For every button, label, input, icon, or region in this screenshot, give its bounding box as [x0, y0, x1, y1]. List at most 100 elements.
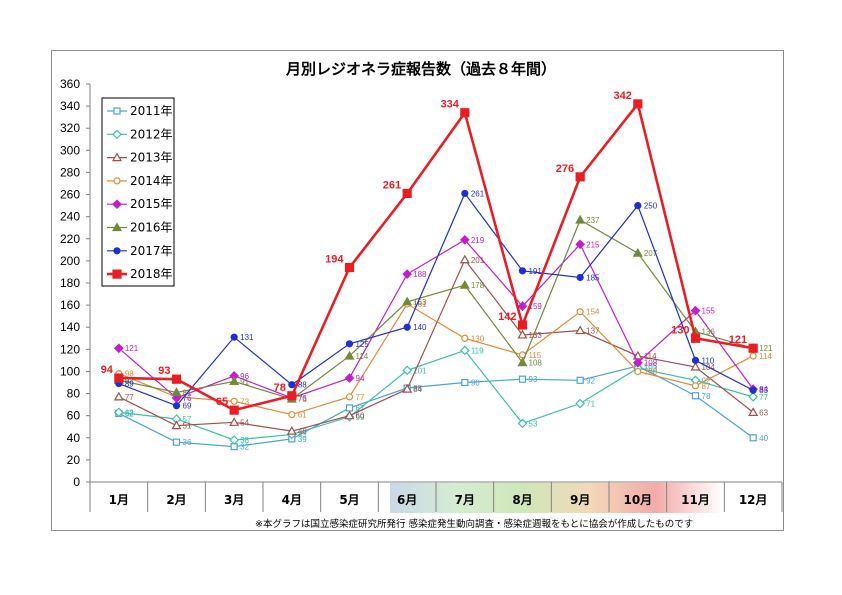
legend-box — [101, 97, 175, 287]
series-1: 63 57 38 43 59 101 119 53 71 103 92 77 — [113, 345, 769, 445]
data-label: 94 — [356, 374, 365, 383]
footnote: ※本グラフは国立感染症研究所発行 感染症発生動向調査・感染症週報をもとに協会が作… — [255, 519, 694, 530]
y-tick-label: 100 — [60, 364, 80, 378]
data-point-marker — [113, 107, 121, 115]
x-tick-label: 1月 — [109, 493, 129, 507]
data-point-marker — [517, 301, 528, 312]
data-label: 73 — [240, 397, 249, 406]
series-line — [118, 258, 754, 432]
data-point-marker — [402, 296, 413, 306]
data-label: 125 — [356, 340, 370, 349]
legend-entry: 2018年 — [107, 267, 173, 281]
y-tick-label: 40 — [67, 431, 81, 445]
data-label: 63 — [759, 408, 768, 417]
data-point-marker — [634, 367, 642, 376]
data-label: 53 — [529, 419, 538, 428]
x-tick-label: 3月 — [224, 493, 244, 507]
data-label: 84 — [413, 385, 422, 394]
legend-label: 2015年 — [130, 197, 173, 211]
legend-label: 2011年 — [130, 104, 173, 118]
y-tick-label: 340 — [60, 99, 80, 113]
data-point-marker — [229, 435, 240, 445]
data-label: 121 — [729, 334, 747, 346]
data-label: 207 — [644, 249, 658, 258]
data-label: 161 — [413, 300, 427, 309]
series-line — [118, 349, 754, 441]
data-label: 342 — [613, 90, 631, 102]
x-tick-label: 10月 — [623, 493, 652, 507]
data-point-marker — [690, 305, 701, 316]
data-point-marker — [575, 214, 586, 224]
data-label: 261 — [471, 189, 485, 198]
legend-entry: 2017年 — [107, 244, 173, 258]
data-label: 92 — [125, 376, 134, 385]
data-point-marker — [402, 383, 413, 393]
series-line — [118, 101, 754, 412]
data-point-marker — [230, 333, 238, 341]
data-label: 77 — [356, 393, 365, 402]
data-point-marker — [112, 199, 122, 210]
data-label: 103 — [644, 364, 658, 373]
data-label: 159 — [529, 302, 543, 311]
y-tick-label: 220 — [60, 232, 80, 246]
data-label: 121 — [759, 344, 773, 353]
data-point-marker — [288, 410, 296, 419]
data-point-marker — [113, 177, 121, 185]
data-label: 142 — [498, 311, 516, 323]
data-label: 100 — [644, 367, 658, 376]
data-label: 114 — [644, 352, 657, 361]
data-label: 250 — [644, 202, 658, 211]
legend-label: 2012年 — [130, 127, 173, 141]
data-label: 32 — [240, 443, 249, 452]
data-point-marker — [575, 398, 586, 409]
y-tick-label: 300 — [60, 143, 80, 157]
data-label: 93 — [529, 375, 538, 384]
y-tick-label: 80 — [67, 387, 81, 401]
data-point-marker — [748, 407, 759, 416]
series-7: 94 93 65 78 194 261 334 142 276 342 130 121 — [101, 90, 758, 415]
data-label: 215 — [586, 240, 600, 249]
data-label: 77 — [125, 393, 134, 402]
data-point-marker — [113, 247, 121, 255]
data-label: 110 — [702, 356, 715, 365]
data-label: 63 — [125, 408, 134, 417]
data-label: 96 — [240, 372, 249, 381]
data-point-marker — [229, 376, 240, 385]
x-tick-label: 9月 — [570, 493, 590, 507]
data-point-marker — [113, 343, 124, 354]
x-tick-label: 7月 — [455, 493, 475, 507]
data-point-marker — [114, 373, 124, 383]
data-label: 59 — [356, 413, 365, 422]
y-tick-label: 200 — [60, 254, 80, 268]
data-label: 108 — [644, 359, 658, 368]
x-tick-label: 2月 — [166, 493, 186, 507]
data-point-marker — [403, 323, 411, 331]
data-label: 136 — [702, 328, 716, 337]
data-point-marker — [345, 340, 354, 348]
data-point-marker — [111, 222, 123, 232]
data-point-marker — [690, 333, 701, 343]
data-point-marker — [632, 247, 643, 257]
data-label: 76 — [298, 394, 307, 403]
data-label: 101 — [413, 366, 427, 375]
data-label: 131 — [240, 333, 254, 342]
data-label: 83 — [759, 386, 768, 395]
x-tick-label: 4月 — [282, 493, 302, 507]
data-point-marker — [459, 254, 470, 264]
data-point-marker — [461, 334, 469, 342]
series-line — [118, 192, 754, 407]
data-label: 334 — [440, 99, 459, 111]
series-3: 98 77 73 61 77 161 130 115 154 100 87 114 — [115, 300, 772, 420]
data-point-marker — [113, 391, 124, 401]
data-point-marker — [517, 329, 528, 339]
data-label: 90 — [471, 379, 480, 388]
data-point-marker — [345, 393, 354, 401]
legend-entry: 2014年 — [107, 174, 173, 188]
data-label: 84 — [759, 385, 768, 394]
data-point-marker — [748, 343, 758, 353]
data-label: 77 — [759, 393, 768, 402]
data-label: 185 — [586, 273, 600, 282]
data-label: 38 — [240, 436, 249, 445]
